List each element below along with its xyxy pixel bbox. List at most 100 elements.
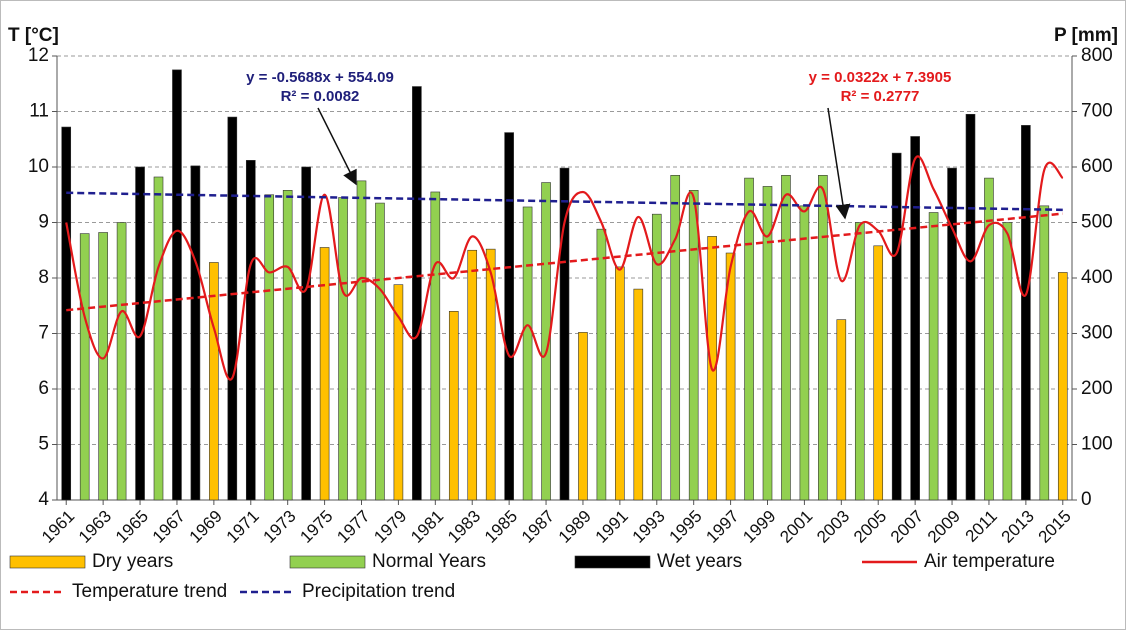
legend-label: Precipitation trend bbox=[302, 581, 455, 602]
legend-label: Air temperature bbox=[924, 551, 1055, 572]
y2-tick-label: 500 bbox=[1081, 212, 1113, 233]
bar bbox=[227, 116, 238, 501]
bar bbox=[781, 175, 791, 501]
annotation-arrow bbox=[827, 107, 851, 220]
bar bbox=[1057, 272, 1068, 501]
x-tick-label: 1993 bbox=[629, 507, 669, 547]
annotation-arrow bbox=[317, 107, 357, 186]
x-tick-label: 1971 bbox=[223, 507, 263, 547]
trend-line bbox=[66, 191, 1063, 212]
bar bbox=[116, 222, 127, 501]
x-tick-label: 1989 bbox=[555, 507, 595, 547]
y-tick-label: 8 bbox=[38, 267, 49, 288]
bar bbox=[375, 202, 385, 501]
legend-label: Wet years bbox=[657, 551, 742, 572]
bar bbox=[873, 245, 884, 501]
x-tick-label: 2007 bbox=[887, 507, 927, 547]
y2-tick-label: 200 bbox=[1081, 378, 1113, 399]
annotation: R² = 0.0082 bbox=[281, 88, 360, 105]
x-tick-label: 1999 bbox=[739, 507, 779, 547]
x-tick-label: 1975 bbox=[296, 507, 336, 547]
legend-swatch bbox=[9, 555, 86, 569]
annotation: y = -0.5688x + 554.09 bbox=[246, 69, 394, 86]
annotation: R² = 0.2777 bbox=[841, 88, 920, 105]
x-tick-label: 1965 bbox=[112, 507, 152, 547]
bar bbox=[153, 176, 164, 501]
bar bbox=[522, 206, 533, 501]
bar bbox=[319, 247, 330, 501]
y-tick-label: 11 bbox=[29, 101, 49, 122]
x-tick-label: 1997 bbox=[702, 507, 742, 547]
bar bbox=[282, 190, 293, 501]
bar bbox=[448, 310, 459, 501]
x-tick-label: 2009 bbox=[924, 507, 964, 547]
bar bbox=[541, 182, 551, 501]
bar bbox=[818, 175, 828, 501]
y2-tick-label: 800 bbox=[1081, 45, 1113, 66]
bar bbox=[725, 252, 736, 501]
x-tick-label: 1973 bbox=[259, 507, 299, 547]
x-tick-label: 1977 bbox=[333, 507, 373, 547]
bar bbox=[356, 180, 367, 501]
x-tick-label: 2013 bbox=[998, 507, 1038, 547]
bar bbox=[338, 197, 348, 501]
legend-label: Temperature trend bbox=[72, 581, 227, 602]
x-tick-label: 1983 bbox=[444, 507, 484, 547]
legend-swatch bbox=[574, 555, 651, 569]
y-tick-label: 4 bbox=[38, 489, 49, 510]
bar bbox=[744, 177, 754, 501]
y2-tick-label: 100 bbox=[1081, 434, 1113, 455]
bar bbox=[264, 194, 275, 501]
bar bbox=[485, 248, 496, 501]
bar bbox=[559, 167, 570, 501]
line bbox=[65, 155, 1064, 381]
bar bbox=[172, 69, 182, 501]
x-tick-label: 1967 bbox=[149, 507, 189, 547]
trend-line bbox=[66, 212, 1063, 312]
x-tick-label: 1985 bbox=[481, 507, 521, 547]
bar bbox=[984, 177, 994, 501]
x-tick-label: 1995 bbox=[665, 507, 705, 547]
bar bbox=[633, 288, 644, 501]
bar bbox=[430, 191, 441, 501]
bar bbox=[135, 166, 145, 501]
bar bbox=[245, 160, 256, 501]
x-tick-label: 1961 bbox=[38, 507, 78, 547]
bar bbox=[61, 126, 72, 501]
y-tick-label: 7 bbox=[38, 323, 49, 344]
bar bbox=[928, 212, 939, 501]
plot-area bbox=[52, 55, 1077, 505]
y2-tick-label: 0 bbox=[1081, 489, 1092, 510]
x-tick-label: 2001 bbox=[776, 507, 816, 547]
bar bbox=[209, 262, 219, 501]
bar bbox=[578, 332, 588, 501]
y-tick-label: 12 bbox=[28, 45, 49, 66]
y2-tick-label: 600 bbox=[1081, 156, 1113, 177]
y2-tick-label: 400 bbox=[1081, 267, 1113, 288]
annotation: y = 0.0322x + 7.3905 bbox=[809, 69, 952, 86]
legend-swatch bbox=[289, 555, 366, 569]
y-tick-label: 6 bbox=[38, 378, 49, 399]
bar bbox=[670, 175, 681, 501]
y-axis-title: T [°C] bbox=[8, 25, 59, 46]
bar bbox=[98, 232, 108, 501]
bar bbox=[762, 186, 773, 501]
x-tick-label: 1969 bbox=[186, 507, 226, 547]
x-tick-label: 2005 bbox=[850, 507, 890, 547]
x-tick-label: 1991 bbox=[592, 507, 632, 547]
bar bbox=[412, 86, 422, 501]
bar bbox=[596, 228, 607, 501]
bar bbox=[651, 213, 662, 501]
y2-tick-label: 300 bbox=[1081, 323, 1113, 344]
bar bbox=[836, 319, 847, 501]
x-tick-label: 1981 bbox=[407, 507, 447, 547]
bar bbox=[79, 233, 90, 501]
bar bbox=[393, 284, 404, 501]
bar bbox=[615, 266, 625, 501]
x-tick-label: 2011 bbox=[962, 507, 1001, 546]
bar bbox=[190, 165, 201, 501]
bar bbox=[854, 222, 865, 501]
bar bbox=[1021, 125, 1031, 501]
y-tick-label: 10 bbox=[28, 156, 49, 177]
